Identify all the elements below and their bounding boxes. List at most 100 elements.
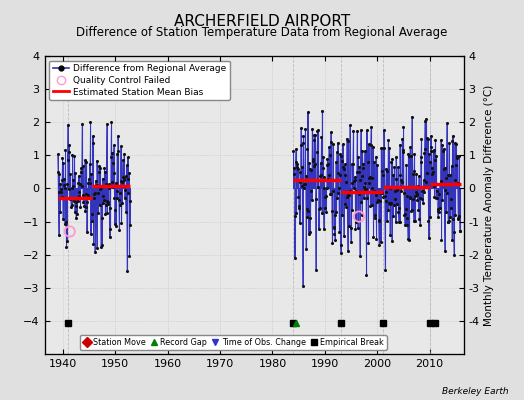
Point: [336, 242, 345, 248]
Point: [355, 213, 363, 220]
Point: [123, 268, 131, 274]
Point: [377, 145, 385, 152]
Point: [324, 144, 333, 151]
Point: [378, 172, 387, 178]
Point: [101, 169, 109, 175]
Point: [420, 188, 428, 195]
Point: [335, 229, 343, 236]
Point: [78, 183, 86, 189]
Point: [400, 222, 409, 228]
Point: [311, 266, 320, 273]
Point: [377, 238, 385, 245]
Point: [390, 164, 398, 170]
Point: [411, 189, 420, 196]
Point: [410, 167, 418, 174]
Point: [449, 216, 457, 222]
Point: [411, 192, 419, 199]
Point: [121, 187, 129, 193]
Point: [291, 213, 299, 219]
Point: [338, 212, 346, 218]
Point: [89, 140, 97, 146]
Point: [372, 192, 380, 198]
Point: [414, 173, 423, 179]
Point: [364, 141, 373, 147]
Point: [294, 193, 302, 200]
Point: [424, 235, 433, 241]
Point: [406, 194, 414, 200]
Point: [373, 199, 381, 205]
Point: [355, 168, 363, 175]
Point: [53, 151, 62, 158]
Point: [452, 162, 461, 168]
Point: [74, 173, 83, 179]
Point: [449, 133, 457, 139]
Point: [396, 172, 405, 178]
Point: [406, 195, 414, 201]
Point: [358, 212, 366, 219]
Point: [93, 157, 101, 164]
Point: [455, 212, 464, 219]
Point: [443, 190, 451, 196]
Point: [408, 170, 417, 177]
Point: [387, 158, 396, 165]
Point: [66, 228, 74, 235]
Point: [390, 202, 398, 208]
Point: [68, 185, 76, 191]
Point: [385, 200, 393, 206]
Point: [96, 165, 105, 172]
Point: [293, 166, 302, 173]
Point: [313, 128, 322, 134]
Point: [66, 196, 74, 202]
Point: [64, 142, 73, 148]
Point: [124, 176, 133, 182]
Point: [71, 198, 80, 205]
Point: [410, 150, 419, 157]
Point: [403, 192, 411, 199]
Point: [412, 191, 421, 198]
Point: [298, 182, 307, 189]
Point: [85, 161, 94, 167]
Point: [345, 223, 353, 229]
Point: [68, 202, 76, 208]
Point: [366, 142, 375, 148]
Point: [437, 237, 445, 243]
Point: [90, 195, 98, 201]
Point: [372, 154, 380, 160]
Point: [106, 205, 114, 211]
Point: [290, 254, 299, 261]
Point: [318, 210, 326, 216]
Point: [82, 204, 90, 210]
Point: [438, 196, 446, 203]
Point: [345, 192, 354, 198]
Point: [316, 172, 325, 178]
Point: [336, 151, 344, 157]
Point: [84, 176, 93, 182]
Point: [369, 143, 377, 150]
Point: [99, 200, 107, 206]
Point: [337, 158, 346, 164]
Point: [306, 214, 314, 221]
Point: [314, 184, 322, 191]
Point: [441, 165, 450, 171]
Point: [450, 140, 458, 146]
Point: [361, 186, 369, 192]
Point: [442, 175, 451, 181]
Point: [107, 154, 115, 160]
Point: [77, 165, 85, 171]
Point: [307, 188, 315, 194]
Point: [389, 172, 398, 178]
Point: [397, 176, 406, 183]
Point: [411, 218, 419, 224]
Point: [369, 234, 377, 240]
Point: [94, 190, 102, 197]
Point: [119, 177, 128, 183]
Point: [64, 157, 72, 163]
Point: [370, 215, 379, 222]
Point: [113, 151, 121, 157]
Point: [436, 205, 444, 212]
Point: [75, 189, 84, 196]
Point: [88, 218, 96, 224]
Point: [420, 150, 429, 156]
Point: [333, 140, 342, 146]
Point: [321, 205, 329, 212]
